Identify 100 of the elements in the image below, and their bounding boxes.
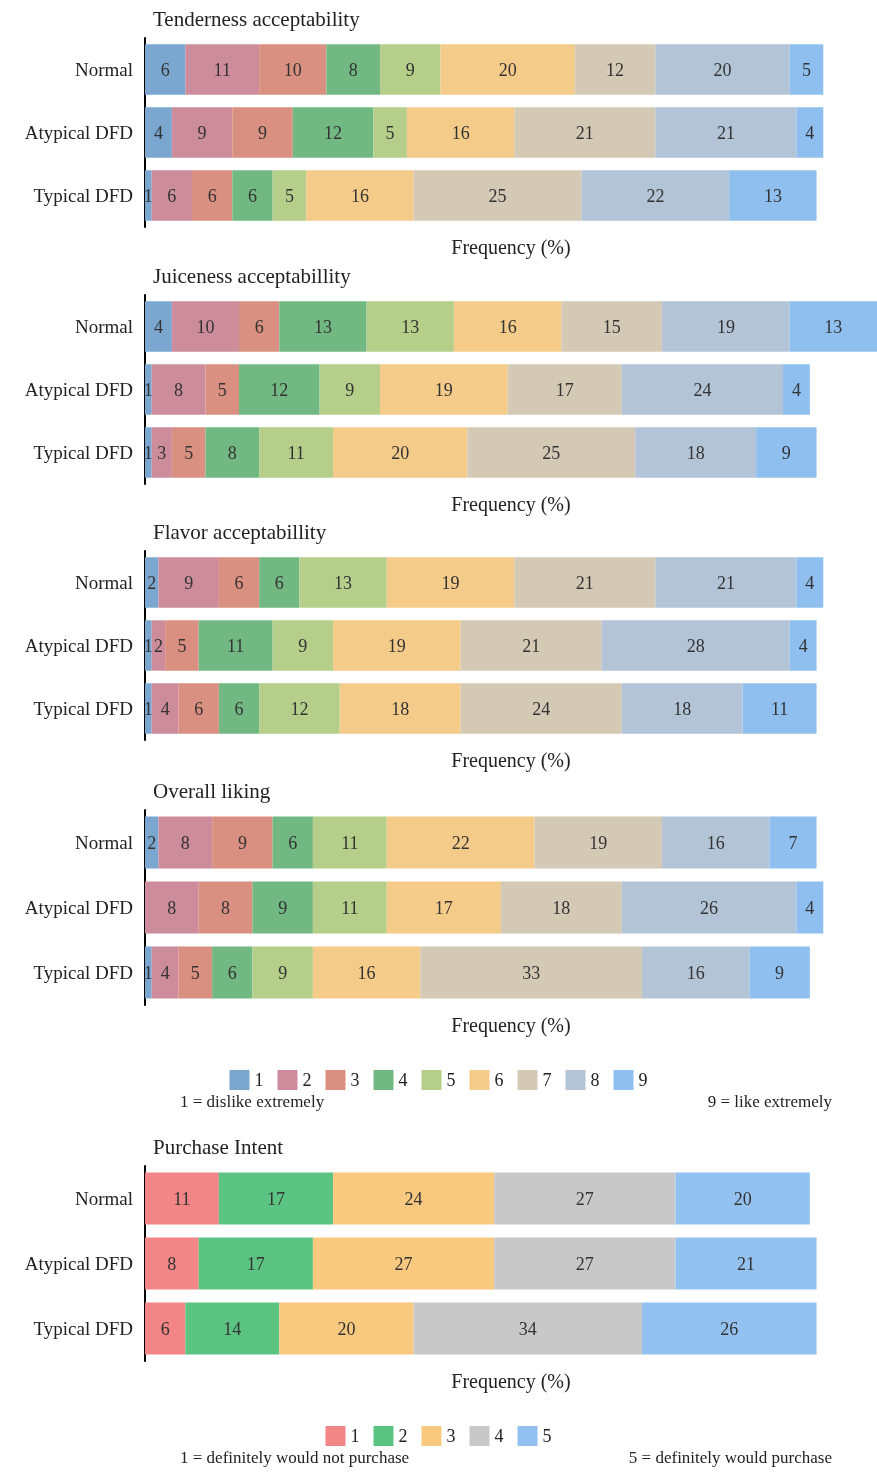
bar — [440, 44, 575, 95]
data-label: 4 — [160, 962, 170, 983]
data-label: 22 — [451, 832, 470, 853]
y-tick-label: Normal — [74, 832, 133, 853]
bar — [312, 881, 387, 934]
data-label: 4 — [160, 698, 170, 719]
data-label: 6 — [234, 698, 244, 719]
x-axis-title: Frequency (%) — [451, 1014, 571, 1037]
data-label: 4 — [153, 122, 163, 143]
data-label: 6 — [160, 1318, 170, 1339]
bar — [151, 364, 206, 415]
data-label: 6 — [194, 698, 204, 719]
data-label: 6 — [254, 316, 264, 337]
data-label: 9 — [278, 962, 288, 983]
data-label: 4 — [805, 122, 815, 143]
data-label: 25 — [488, 185, 507, 206]
bar — [655, 44, 790, 95]
data-label: 18 — [673, 698, 692, 719]
data-label: 16 — [498, 316, 517, 337]
bar — [339, 683, 461, 734]
data-label: 18 — [391, 698, 410, 719]
bar — [333, 1172, 495, 1225]
bar — [145, 301, 172, 352]
bar — [151, 683, 179, 734]
y-tick-label: Typical DFD — [33, 1318, 133, 1339]
data-label: 8 — [227, 442, 237, 463]
data-label: 27 — [394, 1253, 413, 1274]
bar — [252, 946, 313, 999]
bar — [453, 301, 562, 352]
bar — [292, 107, 374, 158]
text: 5 = definitely would purchase — [628, 1448, 833, 1467]
data-label: 4 — [805, 572, 815, 593]
y-tick-label: Atypical DFD — [24, 897, 133, 918]
bar — [621, 683, 743, 734]
bar — [306, 170, 414, 221]
text: 1 = dislike extremely — [180, 1092, 325, 1111]
y-tick-label: Normal — [74, 59, 133, 80]
data-label: 17 — [266, 1188, 285, 1209]
bar — [312, 1237, 495, 1290]
data-label: 28 — [686, 635, 705, 656]
chart-title: Purchase Intent — [153, 1134, 284, 1159]
bar — [460, 620, 602, 671]
data-label: 11 — [341, 897, 359, 918]
bar — [641, 946, 750, 999]
bar — [145, 946, 152, 999]
bar — [151, 170, 193, 221]
bar — [151, 427, 172, 478]
data-label: 5 — [190, 962, 200, 983]
data-label: 6 — [167, 185, 177, 206]
data-label: 19 — [387, 635, 406, 656]
bar — [789, 301, 877, 352]
bar — [312, 946, 421, 999]
data-label: 21 — [575, 572, 594, 593]
data-label: 9 — [781, 442, 791, 463]
data-label: 21 — [522, 635, 541, 656]
bar — [386, 881, 501, 934]
bar — [380, 364, 508, 415]
data-label: 12 — [324, 122, 343, 143]
x-axis-title: Frequency (%) — [451, 749, 571, 772]
bar — [756, 427, 817, 478]
bar — [145, 683, 152, 734]
data-label: 11 — [341, 832, 359, 853]
bar — [259, 557, 300, 608]
bar — [494, 1237, 676, 1290]
y-tick-label: Atypical DFD — [24, 122, 133, 143]
data-label: 17 — [434, 897, 453, 918]
bar — [769, 816, 817, 869]
data-label: 1 — [143, 635, 153, 656]
data-label: 4 — [805, 897, 815, 918]
bar — [561, 301, 663, 352]
data-label: 13 — [401, 316, 420, 337]
bar — [212, 946, 253, 999]
data-label: 22 — [646, 185, 665, 206]
bar — [185, 1302, 280, 1355]
legend-label: 3 — [446, 1426, 456, 1446]
chart-title: Flavor acceptabillity — [153, 519, 327, 544]
bar — [662, 816, 770, 869]
y-tick-label: Atypical DFD — [24, 1253, 133, 1274]
legend-label: 4 — [398, 1070, 408, 1090]
data-label: 9 — [237, 832, 247, 853]
bar — [782, 364, 810, 415]
bar — [386, 557, 515, 608]
bar — [171, 301, 240, 352]
bar — [406, 107, 515, 158]
data-label: 9 — [298, 635, 308, 656]
y-tick-label: Normal — [74, 1188, 133, 1209]
bar — [796, 881, 824, 934]
bar — [514, 557, 656, 608]
bar — [145, 44, 186, 95]
data-label: 11 — [770, 698, 789, 719]
bar — [494, 1172, 676, 1225]
data-label: 17 — [246, 1253, 265, 1274]
bar — [749, 946, 810, 999]
data-label: 26 — [700, 897, 719, 918]
bar — [218, 1172, 334, 1225]
x-axis-title: Frequency (%) — [451, 1370, 571, 1393]
legend-label: 2 — [302, 1070, 312, 1090]
data-label: 16 — [706, 832, 725, 853]
bar — [621, 881, 797, 934]
bar — [373, 107, 407, 158]
